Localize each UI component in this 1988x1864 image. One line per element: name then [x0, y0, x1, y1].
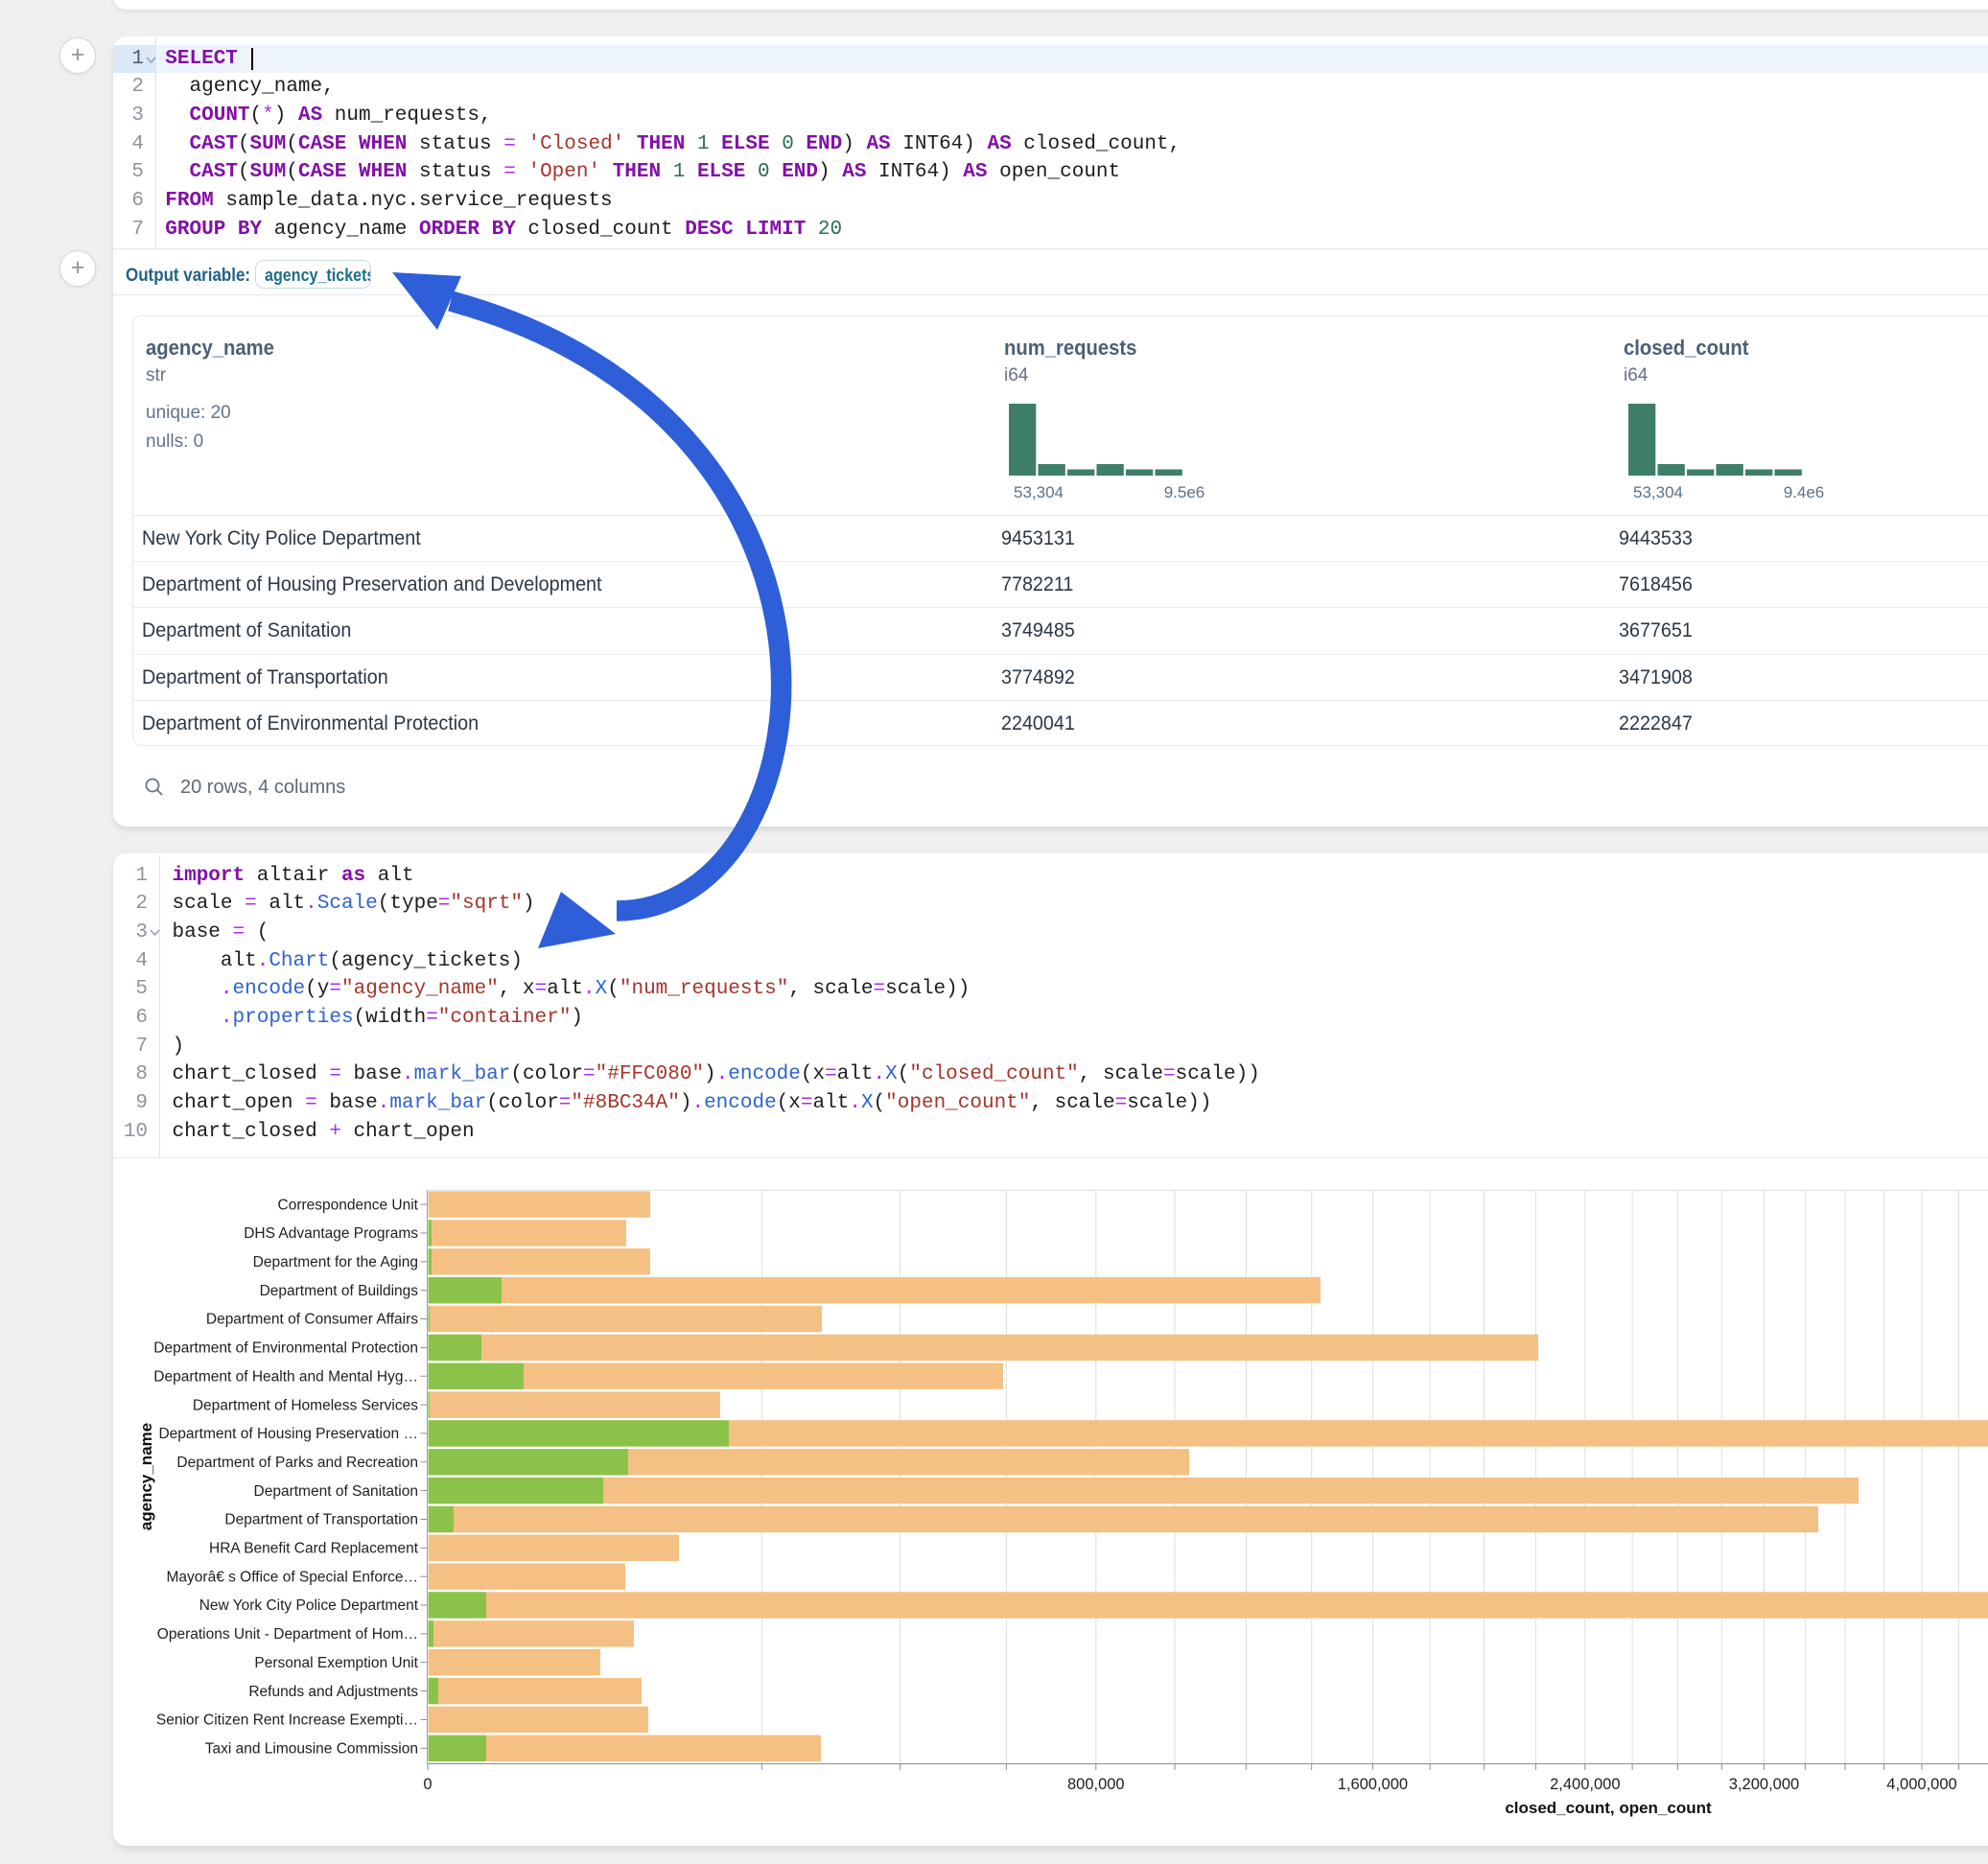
svg-text:New York City Police Departmen: New York City Police Department: [199, 1597, 419, 1614]
svg-text:3,200,000: 3,200,000: [1729, 1776, 1799, 1793]
svg-text:Department of Housing Preserva: Department of Housing Preservation …: [158, 1426, 418, 1442]
svg-text:Refunds and Adjustments: Refunds and Adjustments: [248, 1684, 418, 1700]
svg-text:4,000,000: 4,000,000: [1886, 1776, 1956, 1793]
svg-text:Taxi and Limousine Commission: Taxi and Limousine Commission: [205, 1741, 418, 1758]
svg-text:Department of Homeless Service: Department of Homeless Services: [193, 1397, 418, 1413]
svg-text:closed_count, open_count: closed_count, open_count: [1505, 1799, 1712, 1817]
svg-text:Department of Consumer Affairs: Department of Consumer Affairs: [206, 1312, 418, 1328]
svg-text:Correspondence Unit: Correspondence Unit: [278, 1197, 419, 1213]
svg-text:Department of Sanitation: Department of Sanitation: [254, 1483, 418, 1500]
svg-text:Department of Health and Menta: Department of Health and Mental Hyg…: [153, 1368, 418, 1385]
svg-text:DHS Advantage Programs: DHS Advantage Programs: [244, 1225, 418, 1242]
svg-text:agency_name: agency_name: [137, 1423, 155, 1530]
svg-text:Operations Unit - Department o: Operations Unit - Department of Hom…: [157, 1626, 418, 1643]
svg-text:1,600,000: 1,600,000: [1338, 1776, 1408, 1793]
svg-text:Personal Exemption Unit: Personal Exemption Unit: [254, 1655, 418, 1671]
svg-text:Department of Buildings: Department of Buildings: [260, 1283, 419, 1299]
svg-text:Department for the Aging: Department for the Aging: [253, 1254, 418, 1270]
svg-text:Department of Environmental Pr: Department of Environmental Protection: [153, 1340, 418, 1357]
svg-text:Senior Citizen Rent Increase E: Senior Citizen Rent Increase Exempti…: [156, 1713, 418, 1729]
svg-text:HRA Benefit Card Replacement: HRA Benefit Card Replacement: [209, 1541, 419, 1557]
svg-text:800,000: 800,000: [1067, 1776, 1125, 1793]
svg-text:Department of Transportation: Department of Transportation: [224, 1512, 418, 1528]
svg-text:Mayorâ€ s Office of Special En: Mayorâ€ s Office of Special Enforce…: [167, 1569, 418, 1585]
svg-text:2,400,000: 2,400,000: [1550, 1776, 1620, 1793]
svg-text:Department of Parks and Recrea: Department of Parks and Recreation: [176, 1455, 418, 1471]
svg-text:0: 0: [423, 1776, 432, 1793]
